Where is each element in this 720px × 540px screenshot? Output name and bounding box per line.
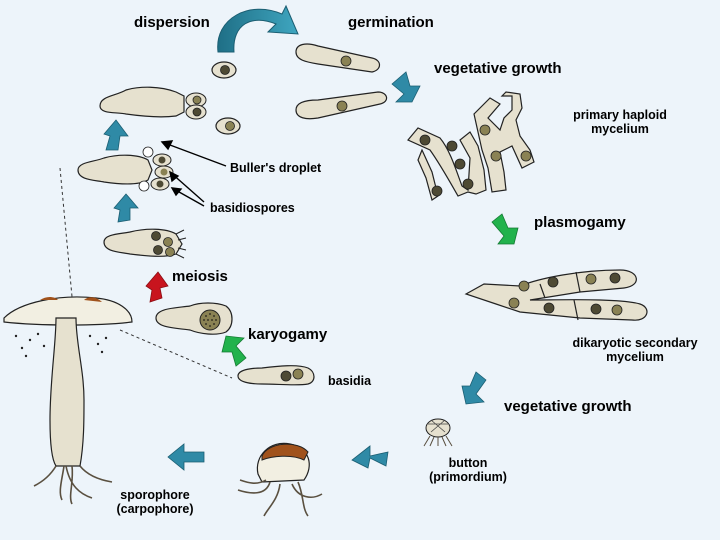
label-primary-mycelium: primary haploid mycelium bbox=[560, 108, 680, 137]
label-karyogamy: karyogamy bbox=[248, 326, 328, 343]
basidium-with-droplets bbox=[77, 146, 174, 192]
primary-mycelium-nuclei bbox=[419, 124, 532, 197]
label-bullers-droplet: Buller's droplet bbox=[230, 161, 322, 175]
dispersed-spores bbox=[211, 61, 241, 135]
label-basidiospores: basidiospores bbox=[210, 201, 295, 215]
label-sporophore: sporophore (carpophore) bbox=[100, 488, 210, 517]
germinating-hyphae bbox=[295, 43, 388, 120]
label-vegetative-growth-1: vegetative growth bbox=[434, 60, 562, 77]
label-germination: germination bbox=[348, 14, 434, 31]
label-button-line1: button bbox=[448, 456, 488, 470]
sporophore-mushroom bbox=[3, 167, 233, 505]
label-pointers bbox=[160, 140, 227, 207]
label-basidia: basidia bbox=[328, 374, 372, 388]
basidium-four-nuclei bbox=[103, 228, 187, 259]
dispersion-curved-arrow bbox=[217, 4, 299, 53]
label-primary-mycelium-line1: primary haploid bbox=[573, 108, 667, 122]
label-plasmogamy: plasmogamy bbox=[534, 214, 626, 231]
label-primary-mycelium-line2: mycelium bbox=[591, 122, 649, 137]
label-dikaryotic-line2: mycelium bbox=[606, 350, 664, 365]
label-sporophore-line1: sporophore bbox=[120, 488, 190, 502]
arrow-germination-to-growth bbox=[391, 71, 421, 103]
label-button-line2: (primordium) bbox=[429, 470, 507, 485]
label-dikaryotic-line1: dikaryotic secondary bbox=[572, 336, 698, 350]
basidium-with-spores-top bbox=[99, 86, 207, 120]
label-dikaryotic-mycelium: dikaryotic secondary mycelium bbox=[560, 336, 710, 365]
button-primordium bbox=[423, 418, 453, 447]
label-dispersion: dispersion bbox=[134, 14, 210, 31]
young-fruiting-body bbox=[237, 442, 323, 517]
label-vegetative-growth-2: vegetative growth bbox=[504, 398, 632, 415]
arrow-meiosis bbox=[145, 271, 169, 303]
label-button: button (primordium) bbox=[408, 456, 528, 485]
basidium-diploid-nucleus bbox=[155, 302, 233, 335]
dikaryotic-nuclei bbox=[508, 272, 623, 316]
arrow-basidium-up-1 bbox=[113, 193, 139, 223]
label-meiosis: meiosis bbox=[172, 268, 228, 285]
arrow-basidium-up-2 bbox=[103, 119, 129, 151]
arrow-plasmogamy bbox=[491, 213, 519, 245]
arrow-button-to-young bbox=[351, 445, 389, 469]
basidium-dikaryotic bbox=[237, 365, 315, 386]
arrow-to-button bbox=[461, 371, 487, 405]
arrow-young-to-sporophore bbox=[167, 443, 205, 471]
primary-haploid-mycelium bbox=[407, 91, 535, 201]
label-sporophore-line2: (carpophore) bbox=[116, 502, 194, 517]
arrow-karyogamy bbox=[221, 335, 247, 367]
